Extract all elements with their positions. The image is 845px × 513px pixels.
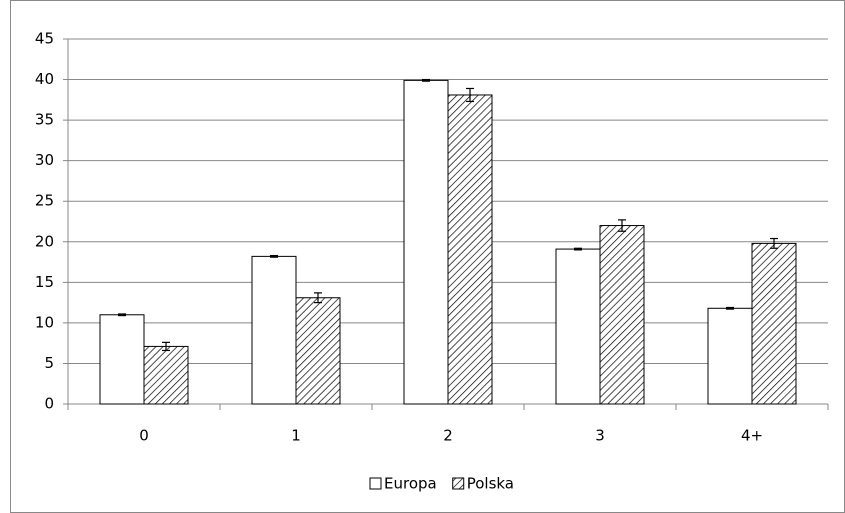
- bar: [555, 248, 601, 405]
- x-tick-label: 1: [291, 427, 301, 445]
- error-bar: [162, 341, 170, 352]
- legend-label: Europa: [384, 475, 437, 493]
- error-bar: [726, 306, 734, 310]
- y-tick-label: 40: [35, 70, 54, 88]
- y-tick-label: 25: [35, 192, 54, 210]
- bar: [751, 242, 797, 405]
- bar: [403, 79, 449, 405]
- bar: [599, 225, 645, 405]
- bar: [447, 94, 493, 405]
- y-tick-label: 45: [35, 30, 54, 48]
- x-tick-label: 2: [443, 427, 453, 445]
- legend-swatch: [452, 477, 465, 490]
- error-bar: [118, 313, 126, 317]
- bar: [251, 255, 297, 405]
- y-tick-label: 10: [35, 313, 54, 331]
- error-bar: [270, 254, 278, 258]
- error-bar: [574, 247, 582, 251]
- x-tick-label: 0: [139, 427, 149, 445]
- legend-label: Polska: [467, 475, 514, 493]
- y-tick-label: 35: [35, 111, 54, 129]
- error-bar: [770, 237, 778, 249]
- bar: [295, 297, 341, 405]
- bar: [707, 307, 753, 405]
- y-tick-label: 30: [35, 151, 54, 169]
- y-tick-label: 5: [44, 354, 54, 372]
- bar: [143, 345, 189, 405]
- y-tick-label: 15: [35, 273, 54, 291]
- legend-swatch: [369, 477, 382, 490]
- bar: [99, 314, 145, 405]
- x-tick-label: 4+: [741, 427, 763, 445]
- y-tick-label: 0: [44, 395, 54, 413]
- x-tick-label: 3: [595, 427, 605, 445]
- y-tick-label: 20: [35, 232, 54, 250]
- error-bar: [314, 292, 322, 304]
- error-bar: [422, 78, 430, 82]
- error-bar: [618, 219, 626, 232]
- error-bar: [466, 87, 474, 103]
